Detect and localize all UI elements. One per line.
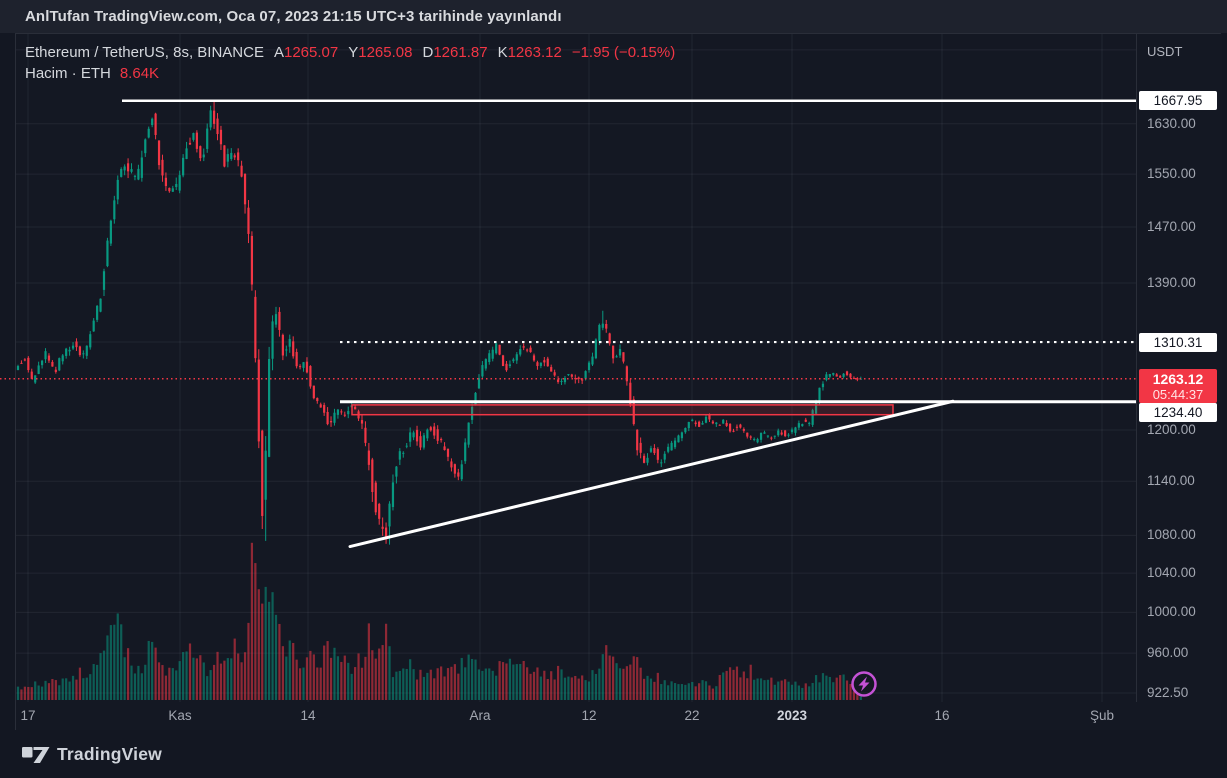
ohlc-value: 1265.08 xyxy=(358,44,413,61)
lightning-icon xyxy=(858,676,870,692)
currency-label: USDT xyxy=(1147,44,1183,59)
lightning-marker[interactable] xyxy=(851,671,877,697)
price-level-badge: 1667.95 xyxy=(1139,91,1217,111)
time-tick-label: Kas xyxy=(168,708,192,723)
ohlc-values: A1265.07 Y1265.08 D1261.87 K1263.12 xyxy=(264,44,562,61)
tradingview-logo-icon xyxy=(22,747,50,763)
tradingview-logo-text: TradingView xyxy=(57,743,162,764)
time-tick-label: 22 xyxy=(684,708,700,723)
publish-bar: AnlTufan TradingView.com, Oca 07, 2023 2… xyxy=(0,0,1227,33)
time-tick-label: 17 xyxy=(20,708,36,723)
ohlc-letter: A xyxy=(273,44,284,61)
volume-label[interactable]: Hacim · ETH xyxy=(25,65,111,82)
time-tick-label: 14 xyxy=(300,708,316,723)
price-tick-label: 1550.00 xyxy=(1147,166,1196,182)
time-tick-label: 2023 xyxy=(776,708,808,723)
support-zone-box xyxy=(351,404,894,416)
price-tick-label: 1080.00 xyxy=(1147,527,1196,543)
price-tick-label: 960.00 xyxy=(1147,645,1189,661)
chart-legend: Ethereum / TetherUS, 8s, BINANCE A1265.07… xyxy=(25,44,675,86)
price-level-badge: 1310.31 xyxy=(1139,332,1217,352)
candles-group xyxy=(16,100,862,545)
price-chart-canvas[interactable] xyxy=(0,34,1136,702)
change-value: −1.95 (−0.15%) xyxy=(571,44,676,61)
price-tick-label: 1630.00 xyxy=(1147,115,1196,131)
price-tick-label: 1000.00 xyxy=(1147,604,1196,620)
time-axis[interactable]: 17 Kas 14 Ara 12 22 2023 16 Şub xyxy=(16,702,1221,730)
volume-value: 8.64K xyxy=(119,65,160,82)
price-tick-label: 922.50 xyxy=(1147,684,1189,700)
price-tick-label: 1390.00 xyxy=(1147,275,1196,291)
tradingview-logo[interactable]: TradingView xyxy=(22,743,162,765)
ohlc-letter: Y xyxy=(348,44,359,61)
drawings-group xyxy=(0,99,1136,697)
legend-symbol-row: Ethereum / TetherUS, 8s, BINANCE A1265.07… xyxy=(25,44,675,65)
ohlc-letter: K xyxy=(497,44,508,61)
time-tick-label: 16 xyxy=(934,708,950,723)
ohlc-value: 1263.12 xyxy=(507,44,562,61)
price-axis[interactable]: USDT 1630.00 1550.00 1470.00 1390.00 1200.00… xyxy=(1136,34,1222,702)
price-tick-label: 1040.00 xyxy=(1147,565,1196,581)
ohlc-letter: D xyxy=(422,44,434,61)
price-tick-label: 1470.00 xyxy=(1147,219,1196,235)
time-tick-label: Şub xyxy=(1089,708,1115,723)
ohlc-value: 1265.07 xyxy=(284,44,339,61)
bar-countdown: 05:44:37 xyxy=(1152,386,1204,402)
current-price-badge: 1263.12 05:44:37 xyxy=(1139,368,1217,403)
time-tick-label: 12 xyxy=(581,708,597,723)
time-tick-label: Ara xyxy=(469,708,491,723)
price-tick-label: 1200.00 xyxy=(1147,422,1196,437)
ohlc-value: 1261.87 xyxy=(433,44,488,61)
ascending-trendline xyxy=(348,399,955,549)
symbol-title[interactable]: Ethereum / TetherUS, 8s, BINANCE xyxy=(25,44,264,61)
grid-lines xyxy=(16,34,1136,702)
price-level-badge: 1234.40 xyxy=(1139,402,1217,422)
price-tick-label: 1140.00 xyxy=(1147,473,1195,489)
legend-volume-row: Hacim · ETH 8.64K xyxy=(25,65,675,86)
volume-bars-group xyxy=(16,542,862,700)
chart-frame xyxy=(15,33,1221,730)
publish-text: AnlTufan TradingView.com, Oca 07, 2023 2… xyxy=(25,8,562,25)
last-price-value: 1263.12 xyxy=(1152,370,1204,387)
